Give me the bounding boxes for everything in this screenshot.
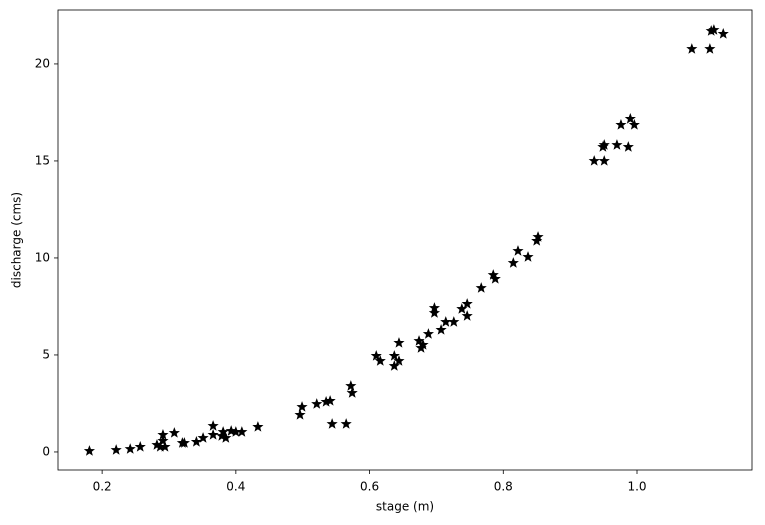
point bbox=[615, 118, 627, 130]
point bbox=[428, 307, 440, 318]
point bbox=[507, 257, 519, 268]
point bbox=[326, 418, 338, 429]
point bbox=[393, 355, 405, 366]
point bbox=[168, 427, 180, 438]
x-tick-label: 0.8 bbox=[494, 480, 513, 494]
point bbox=[704, 43, 716, 54]
point bbox=[374, 355, 386, 366]
point bbox=[345, 380, 357, 391]
point bbox=[296, 401, 308, 412]
x-axis-label: stage (m) bbox=[376, 500, 434, 514]
y-tick-label: 5 bbox=[42, 347, 50, 361]
point bbox=[157, 435, 169, 446]
point bbox=[388, 350, 400, 361]
point bbox=[532, 231, 544, 242]
y-tick-label: 10 bbox=[35, 250, 50, 264]
point bbox=[388, 360, 400, 371]
point bbox=[422, 328, 434, 339]
point bbox=[417, 339, 429, 350]
y-axis-label: discharge (cms) bbox=[10, 192, 24, 288]
x-tick-label: 0.4 bbox=[226, 480, 245, 494]
point bbox=[611, 139, 623, 150]
point bbox=[598, 155, 610, 166]
point bbox=[190, 436, 202, 447]
point bbox=[598, 139, 610, 150]
x-tick-label: 0.2 bbox=[93, 480, 112, 494]
point bbox=[294, 409, 306, 420]
point bbox=[440, 316, 452, 327]
point bbox=[435, 324, 447, 335]
point bbox=[197, 432, 209, 443]
point bbox=[178, 437, 190, 448]
point bbox=[311, 398, 323, 409]
point bbox=[340, 418, 352, 429]
point bbox=[220, 432, 232, 443]
point bbox=[207, 420, 219, 431]
point bbox=[717, 28, 729, 39]
point bbox=[217, 426, 229, 437]
point bbox=[236, 426, 248, 437]
point bbox=[489, 273, 501, 284]
point bbox=[522, 251, 534, 262]
point bbox=[83, 445, 95, 456]
point bbox=[393, 337, 405, 348]
x-tick-label: 1.0 bbox=[627, 480, 646, 494]
point bbox=[370, 350, 382, 361]
point bbox=[124, 443, 136, 454]
point bbox=[461, 310, 473, 321]
point bbox=[475, 282, 487, 293]
point bbox=[686, 43, 698, 54]
point bbox=[588, 155, 600, 166]
plot-frame bbox=[57, 9, 753, 471]
point bbox=[252, 421, 264, 432]
point bbox=[622, 141, 634, 152]
point bbox=[461, 298, 473, 309]
point bbox=[346, 387, 358, 398]
point bbox=[708, 24, 720, 35]
y-tick-label: 20 bbox=[35, 56, 50, 70]
y-tick-label: 15 bbox=[35, 153, 50, 167]
point bbox=[448, 316, 460, 327]
point bbox=[324, 395, 336, 406]
point bbox=[207, 429, 219, 440]
point bbox=[134, 441, 146, 452]
y-tick-label: 0 bbox=[42, 444, 50, 458]
point bbox=[159, 441, 171, 452]
x-tick-label: 0.6 bbox=[360, 480, 379, 494]
point bbox=[110, 444, 122, 455]
point bbox=[624, 112, 636, 124]
point bbox=[512, 245, 524, 256]
point bbox=[628, 118, 640, 130]
